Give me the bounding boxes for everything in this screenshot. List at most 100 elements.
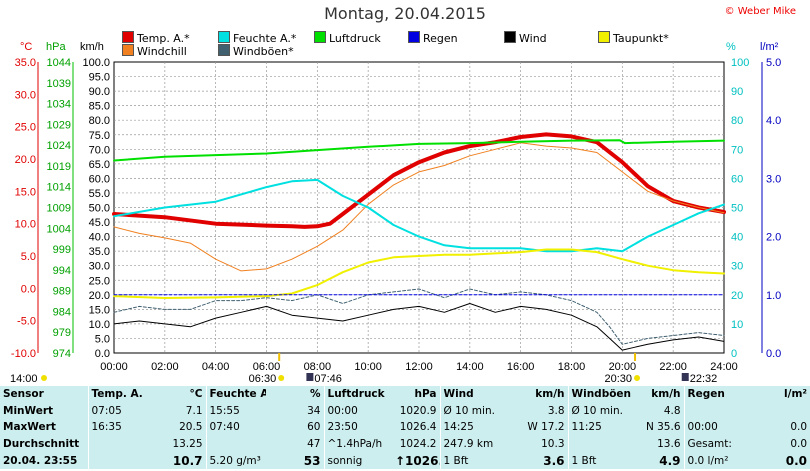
header-sensor: Sensor xyxy=(3,388,44,401)
x-tick-label: 04:00 xyxy=(202,361,230,373)
legend-item: Feuchte A.* xyxy=(218,31,296,45)
series-line xyxy=(112,132,726,229)
feuchte-min-value: 34 xyxy=(307,404,321,417)
series-line xyxy=(113,178,725,253)
boeen-min-time: Ø 10 min. xyxy=(567,402,641,420)
wind-current-value: 3.6 xyxy=(543,453,565,468)
axis-tick-kmh: 75.0 xyxy=(89,130,110,142)
page-title: Montag, 20.04.2015 xyxy=(324,4,486,23)
moon-icon xyxy=(681,373,689,381)
axis-tick-hpa: 989 xyxy=(53,286,71,298)
weather-forecast: sonnig xyxy=(323,452,392,469)
stats-header-row: Sensor Temp. A. °C Feuchte A. % Luftdruc… xyxy=(0,386,810,403)
feuchte-min-time: 15:55 xyxy=(205,402,266,420)
stats-row-current: 20.04. 23:55 10.7 5.20 g/m³ 53 sonnig ↑1… xyxy=(0,452,810,469)
axis-tick-rain: 5.0 xyxy=(766,57,781,69)
header-regen-unit: l/m² xyxy=(784,388,808,401)
axis-tick-pct: 90 xyxy=(731,86,743,98)
legend-item: Luftdruck xyxy=(314,31,381,45)
axis-tick-hpa: 984 xyxy=(53,306,71,318)
axis-tick-temp: 35.0 xyxy=(15,57,36,69)
temp-current-value: 10.7 xyxy=(172,453,203,468)
legend-swatch xyxy=(122,44,134,56)
axis-tick-pct: 100 xyxy=(731,57,749,69)
header-druck: Luftdruck xyxy=(323,386,392,403)
boeen-current-value: 4.9 xyxy=(659,453,681,468)
temp-min-value: 7.1 xyxy=(185,404,203,417)
legend-label: Luftdruck xyxy=(329,32,381,45)
x-tick-label: 06:00 xyxy=(253,361,281,373)
axis-tick-temp: 15.0 xyxy=(15,186,36,198)
feuchte-current-value: 53 xyxy=(303,453,321,468)
x-tick-label: 00:00 xyxy=(100,361,128,373)
axis-tick-pct: 0 xyxy=(731,348,737,360)
feuchte-avg-time xyxy=(205,435,266,453)
x-tick-label: 22:00 xyxy=(659,361,687,373)
axis-tick-kmh: 55.0 xyxy=(89,188,110,200)
legend-swatch xyxy=(504,31,516,43)
regen-current-value: 0.0 xyxy=(785,453,808,468)
sun-icon xyxy=(278,375,285,381)
druck-avg-value: 1024.2 xyxy=(399,438,437,451)
header-boeen: Windböen xyxy=(567,386,641,403)
x-tick-label: 02:00 xyxy=(151,361,179,373)
temp-max-time: 16:35 xyxy=(87,419,150,436)
axis-unit-hpa: hPa xyxy=(46,41,66,53)
moon-icon xyxy=(306,373,314,381)
legend-item: Windchill xyxy=(122,44,187,58)
row-label: 20.04. 23:55 xyxy=(3,454,78,467)
legend-item: Temp. A.* xyxy=(122,31,190,45)
stats-row-min: MinWert 07:05 7.1 15:55 34 00:00 1020.9 … xyxy=(0,402,810,420)
axis-tick-temp: 10.0 xyxy=(15,219,36,231)
temp-min-time: 07:05 xyxy=(87,402,150,420)
axis-tick-pct: 20 xyxy=(731,290,743,302)
wind-bft: 1 Bft xyxy=(439,452,502,469)
regen-max-value: 0.0 xyxy=(790,421,808,434)
moonset-time: 22:32 xyxy=(690,373,718,385)
row-label: MaxWert xyxy=(3,421,56,434)
sun-icon xyxy=(41,375,47,381)
legend-swatch xyxy=(408,31,420,43)
series-line xyxy=(113,288,725,345)
copyright: © Weber Mike xyxy=(724,6,796,17)
header-wind-unit: km/h xyxy=(535,388,565,401)
axis-tick-temp: -10.0 xyxy=(11,348,36,360)
temp-current-time xyxy=(87,452,150,469)
feuchte-abs: 5.20 g/m³ xyxy=(205,452,266,469)
axis-tick-hpa: 1004 xyxy=(47,223,71,235)
weather-chart: 35.0 30.0 25.0 20.0 15.0 10.0 5.0 0.0 -5.0 -10.0 1… xyxy=(10,41,781,385)
axis-tick-temp: 30.0 xyxy=(15,89,36,101)
boeen-avg-value: 13.6 xyxy=(657,438,681,451)
legend-label: Regen xyxy=(423,32,458,45)
series-line xyxy=(113,142,725,272)
axis-tick-temp: 25.0 xyxy=(15,122,36,134)
axis-tick-kmh: 35.0 xyxy=(89,246,110,258)
axis-tick-kmh: 80.0 xyxy=(89,115,110,127)
wind-max-direction: W 17.2 xyxy=(527,421,565,434)
sunset-time: 20:30 xyxy=(605,373,633,385)
axis-tick-rain: 2.0 xyxy=(766,232,781,244)
druck-min-value: 1020.9 xyxy=(399,404,437,417)
series-line xyxy=(113,303,725,351)
header-druck-unit: hPa xyxy=(414,388,437,401)
axis-tick-kmh: 5.0 xyxy=(95,333,110,345)
legend-label: Windböen* xyxy=(233,45,294,58)
axis-tick-hpa: 1034 xyxy=(47,99,71,111)
axis-tick-kmh: 30.0 xyxy=(89,261,110,273)
axis-unit-pct: % xyxy=(726,41,736,53)
druck-max-value: 1026.4 xyxy=(399,421,437,434)
axis-tick-hpa: 994 xyxy=(53,265,71,277)
regen-total-value: 0.0 xyxy=(790,438,808,451)
legend-label: Windchill xyxy=(137,45,187,58)
druck-max-time: 23:50 xyxy=(323,419,392,436)
legend-label: Wind xyxy=(519,32,547,45)
feuchte-max-value: 60 xyxy=(307,421,321,434)
axis-tick-kmh: 40.0 xyxy=(89,232,110,244)
legend-item: Wind xyxy=(504,31,547,45)
moonrise-time: 07:46 xyxy=(314,373,342,385)
temp-max-value: 20.5 xyxy=(179,421,203,434)
axis-tick-hpa: 1019 xyxy=(47,161,71,173)
header-temp-unit: °C xyxy=(189,388,203,401)
x-tick-label: 18:00 xyxy=(558,361,586,373)
axis-tick-pct: 70 xyxy=(731,144,743,156)
